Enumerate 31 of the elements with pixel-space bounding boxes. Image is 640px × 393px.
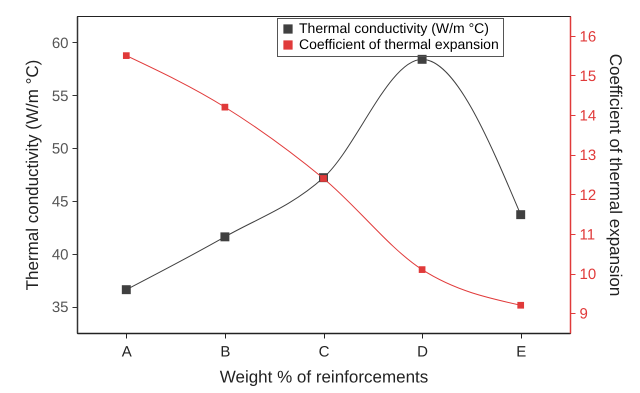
y-tick-label: 40 — [52, 246, 68, 264]
y2-tick-label: 10 — [580, 266, 596, 284]
y2-tick-label: 13 — [580, 147, 596, 164]
y-tick-label: 50 — [52, 140, 68, 158]
y-tick-label: 60 — [52, 34, 68, 52]
x-tick-label: E — [516, 344, 526, 360]
y-tick-label: 45 — [52, 193, 68, 210]
x-axis-title: Weight % of reinforcements — [220, 368, 428, 386]
y-axis-title: Thermal conductivity (W/m °C) — [22, 60, 42, 290]
point — [517, 302, 524, 309]
x-tick-label: C — [318, 344, 330, 360]
point — [516, 210, 526, 220]
x-tick-label: B — [220, 344, 230, 360]
y2-tick-label: 12 — [580, 186, 596, 204]
x-tick-label: A — [122, 344, 132, 360]
y2-axis-title: Coefficient of thermal expansion — [606, 54, 626, 296]
y2-tick-label: 14 — [580, 108, 596, 125]
y2-tick-label: 16 — [580, 28, 596, 46]
legend-label: Thermal conductivity (W/m °C) — [299, 20, 489, 36]
y2-tick-label: 9 — [580, 306, 588, 323]
y-tick-label: 55 — [52, 88, 68, 105]
point — [418, 266, 426, 273]
y2-tick-label: 11 — [580, 226, 596, 244]
point — [222, 104, 228, 110]
y-tick-label: 35 — [52, 299, 68, 316]
point — [122, 285, 131, 294]
x-tick-label: D — [417, 344, 428, 360]
point — [122, 52, 130, 59]
y2-tick-label: 15 — [580, 68, 596, 85]
point — [220, 232, 230, 242]
legend-label: Coefficient of thermal expansion — [299, 36, 499, 52]
